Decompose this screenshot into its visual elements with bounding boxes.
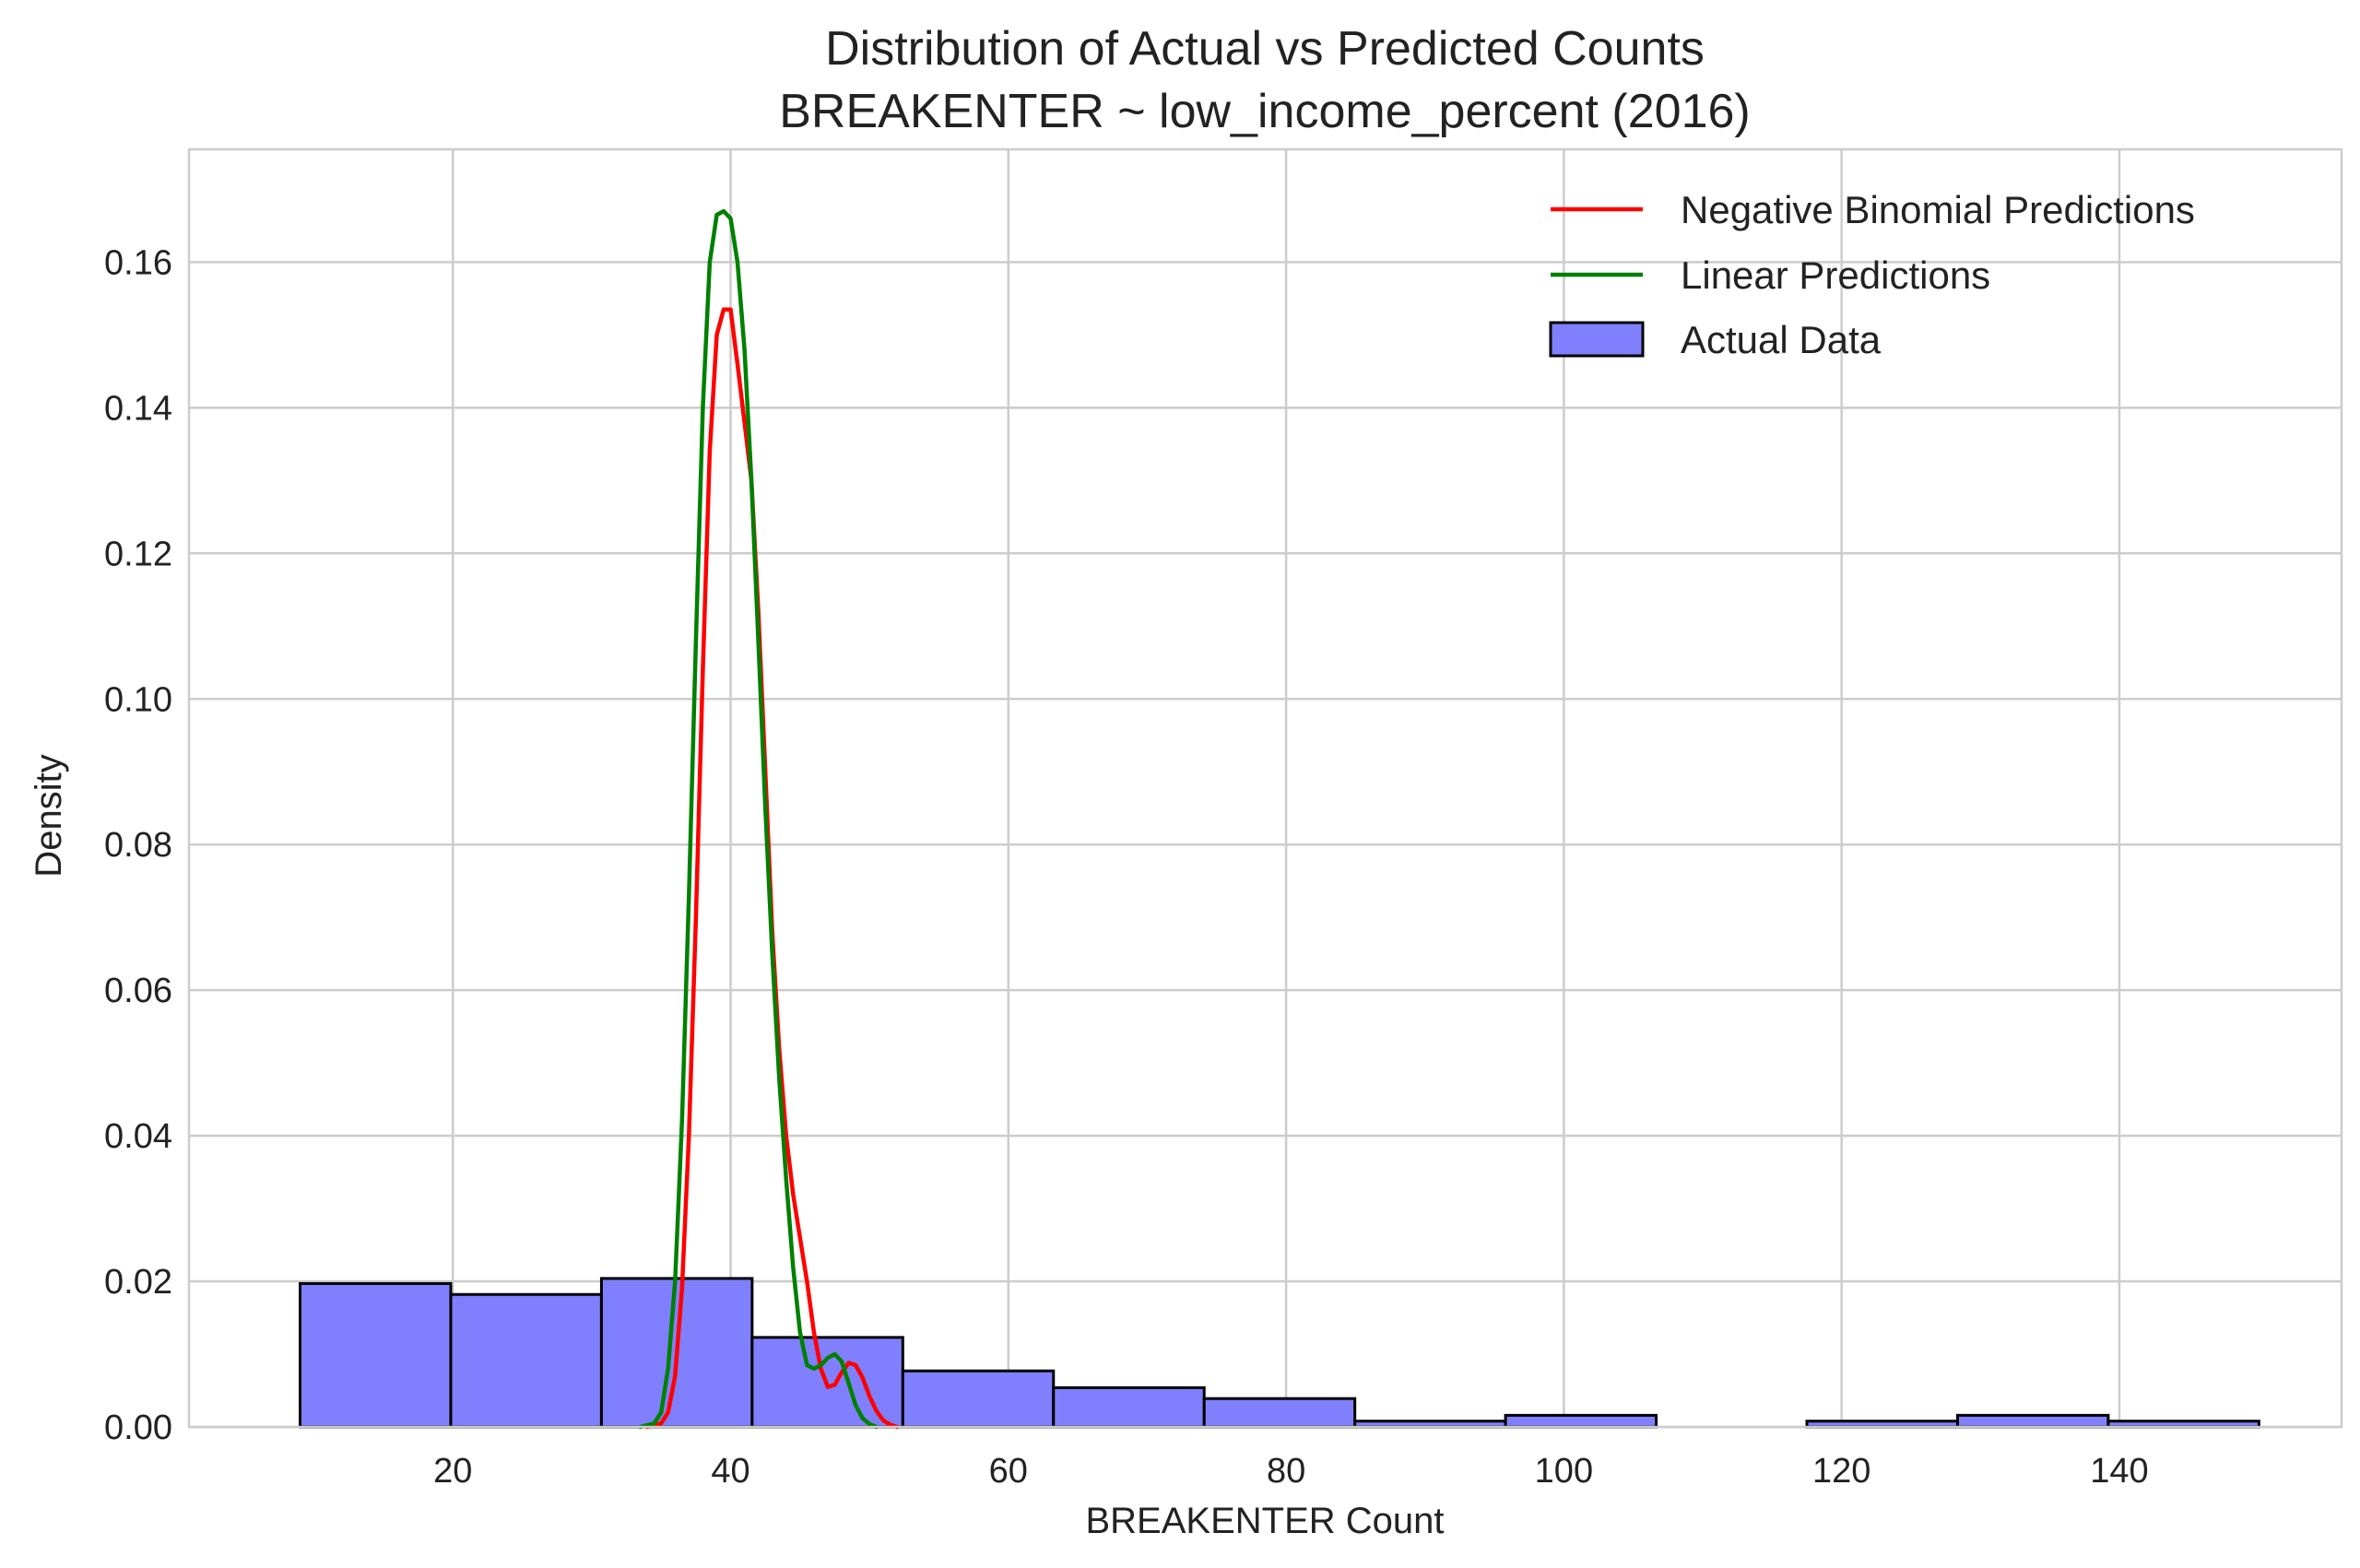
legend-swatch-actual-data (1549, 321, 1645, 358)
legend-label-linear: Linear Predictions (1681, 253, 1990, 297)
histogram-bars (299, 1277, 2260, 1429)
y-tick-label-4: 0.08 (104, 826, 172, 865)
x-tick-label-5: 120 (1812, 1452, 1870, 1491)
x-tick-label-1: 40 (711, 1452, 749, 1491)
x-axis-label: BREAKENTER Count (1085, 1501, 1444, 1541)
histogram-bar-6 (1202, 1397, 1357, 1429)
y-tick-label-7: 0.14 (104, 389, 172, 428)
histogram-bar-1 (449, 1292, 603, 1429)
x-tick-label-6: 140 (2090, 1452, 2148, 1491)
legend-label-negative-binomial: Negative Binomial Predictions (1681, 188, 2195, 231)
histogram-bar-8 (1504, 1413, 1658, 1429)
y-tick-label-6: 0.12 (104, 535, 172, 573)
plot-frame (187, 147, 2343, 1429)
chart-subtitle: BREAKENTER ~ low_income_percent (2016) (779, 85, 1750, 138)
x-axis-ticks: 20 40 60 80 100 120 140 (433, 1452, 2149, 1491)
y-tick-label-8: 0.16 (104, 243, 172, 282)
x-tick-label-0: 20 (433, 1452, 472, 1491)
y-tick-label-1: 0.02 (104, 1263, 172, 1302)
chart-title: Distribution of Actual vs Predicted Coun… (825, 22, 1705, 76)
histogram-bar-0 (299, 1281, 453, 1429)
y-axis-label: Density (29, 754, 69, 877)
x-tick-label-3: 80 (1267, 1452, 1305, 1491)
legend: Negative Binomial Predictions Linear Pre… (1549, 188, 2195, 361)
series-lines (638, 208, 900, 1430)
x-tick-label-2: 60 (989, 1452, 1028, 1491)
y-axis-ticks: 0.00 0.02 0.04 0.06 0.08 0.10 0.12 0.14 0.16 (104, 243, 172, 1447)
legend-label-actual-data: Actual Data (1681, 318, 1882, 361)
y-tick-label-5: 0.10 (104, 680, 172, 719)
histogram-bar-4 (901, 1369, 1056, 1429)
histogram-bar-5 (1052, 1385, 1206, 1429)
y-tick-label-2: 0.04 (104, 1117, 172, 1156)
series-line-1 (638, 208, 879, 1430)
histogram-bar-11 (1955, 1413, 2110, 1429)
y-tick-label-0: 0.00 (104, 1409, 172, 1447)
x-tick-label-4: 100 (1535, 1452, 1593, 1491)
y-tick-label-3: 0.06 (104, 972, 172, 1010)
